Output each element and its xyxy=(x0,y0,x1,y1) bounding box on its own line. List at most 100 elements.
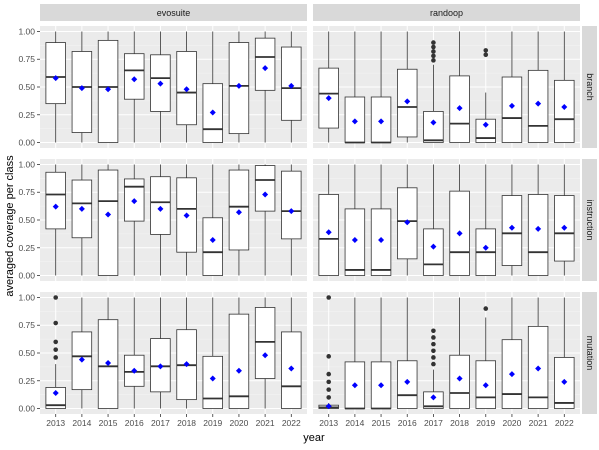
facet-label-randoop: randoop xyxy=(430,8,463,18)
mean-marker xyxy=(262,352,269,359)
box-iqr xyxy=(423,228,444,276)
box-randoop-instruction-2013 xyxy=(318,164,339,276)
y-tick-label: 1.00 xyxy=(18,292,35,302)
mean-marker xyxy=(482,382,489,389)
y-tick-label: 0.25 xyxy=(18,376,35,386)
y-tick-label: 0.25 xyxy=(18,110,35,120)
mean-marker xyxy=(235,367,242,374)
outlier-point xyxy=(431,335,436,340)
box-randoop-branch-2014 xyxy=(344,31,366,144)
y-tick-label: 0.00 xyxy=(18,271,35,281)
y-tick-label: 0.50 xyxy=(18,215,35,225)
box-randoop-branch-2015 xyxy=(370,31,392,144)
box-iqr xyxy=(423,111,444,143)
facet-label-mutation: mutation xyxy=(585,336,595,371)
box-evosuite-mutation-2019 xyxy=(202,297,223,409)
mean-marker xyxy=(404,378,411,385)
y-tick-label: 0.75 xyxy=(18,187,35,197)
outlier-point xyxy=(431,361,436,367)
mean-marker xyxy=(78,356,85,363)
outlier-point xyxy=(326,371,332,377)
x-axis: 2013 2014 2015 2016 2017 2018 2019 2020 2021 2022… xyxy=(46,414,574,428)
outlier-point xyxy=(53,339,59,345)
outlier-point xyxy=(483,48,489,53)
box-iqr xyxy=(281,170,302,240)
box-iqr xyxy=(254,165,276,212)
mean-marker xyxy=(262,65,269,72)
box-randoop-mutation-2013 xyxy=(318,295,339,410)
facet-strip-mutation xyxy=(582,292,597,414)
box-evosuite-branch-2019 xyxy=(202,31,223,143)
y-tick-label: 1.00 xyxy=(18,159,35,169)
outlier-point xyxy=(326,295,332,300)
y-tick-label: 0.25 xyxy=(18,243,35,253)
mean-marker xyxy=(325,229,332,236)
mean-marker xyxy=(157,205,164,212)
box-evosuite-mutation-2015 xyxy=(97,297,119,409)
panel-evosuite-instruction: 0.00 0.25 0.50 0.75 1.00 xyxy=(18,159,307,281)
mean-marker xyxy=(430,119,437,126)
outlier-point xyxy=(431,40,436,45)
outlier-point xyxy=(53,320,59,326)
outlier-point xyxy=(53,347,59,352)
box-evosuite-instruction-2022 xyxy=(281,164,302,276)
outlier-point xyxy=(326,379,332,385)
box-iqr xyxy=(527,194,549,276)
panel-evosuite-branch: 0.00 0.25 0.50 0.75 1.00 xyxy=(18,26,307,148)
outlier-point xyxy=(431,348,436,354)
box-evosuite-instruction-2019 xyxy=(202,164,223,276)
mean-marker xyxy=(78,205,85,212)
mean-marker xyxy=(262,191,269,198)
box-randoop-mutation-2016 xyxy=(397,297,418,409)
box-evosuite-mutation-2018 xyxy=(176,297,197,409)
mean-marker xyxy=(482,121,489,128)
outlier-point xyxy=(326,354,332,359)
box-iqr xyxy=(45,387,66,409)
box-iqr xyxy=(554,79,575,143)
box-evosuite-mutation-2013 xyxy=(45,295,66,409)
box-evosuite-instruction-2015 xyxy=(97,164,119,276)
mean-marker xyxy=(508,371,515,378)
box-randoop-mutation-2015 xyxy=(370,297,392,410)
facet-label-evosuite: evosuite xyxy=(157,8,191,18)
outlier-point xyxy=(431,58,436,63)
mean-marker xyxy=(351,382,358,389)
box-iqr xyxy=(97,169,119,276)
box-randoop-branch-2021 xyxy=(527,31,549,143)
x-tick-label: 2013 xyxy=(319,418,338,428)
mean-marker xyxy=(105,86,112,93)
facet-panels: evosuite randoop branch instruction mutation… xyxy=(18,4,597,414)
box-iqr xyxy=(45,42,66,105)
x-tick-label: 2020 xyxy=(229,418,248,428)
box-evosuite-mutation-2017 xyxy=(150,297,171,409)
x-tick-label: 2017 xyxy=(151,418,170,428)
facet-strip-evosuite xyxy=(40,4,307,21)
box-randoop-mutation-2020 xyxy=(501,297,523,409)
mean-marker xyxy=(508,102,515,109)
box-randoop-instruction-2020 xyxy=(501,164,523,276)
outlier-point xyxy=(431,44,436,50)
box-randoop-instruction-2017 xyxy=(423,164,444,276)
box-evosuite-instruction-2018 xyxy=(176,164,197,276)
mean-marker xyxy=(131,367,138,374)
box-evosuite-instruction-2014 xyxy=(71,164,93,276)
outlier-point xyxy=(53,355,59,360)
box-randoop-mutation-2019 xyxy=(475,306,496,409)
panel-randoop-branch xyxy=(313,26,580,148)
box-iqr xyxy=(228,313,250,409)
mean-marker xyxy=(561,378,568,385)
box-randoop-branch-2022 xyxy=(554,31,575,143)
x-tick-label: 2022 xyxy=(282,418,301,428)
mean-marker xyxy=(404,98,411,105)
facet-label-instruction: instruction xyxy=(585,199,595,240)
box-iqr xyxy=(71,51,93,133)
x-tick-label: 2016 xyxy=(398,418,417,428)
box-evosuite-branch-2022 xyxy=(281,31,302,143)
mean-marker xyxy=(52,75,59,82)
mean-marker xyxy=(183,86,190,93)
box-randoop-mutation-2018 xyxy=(449,297,470,409)
mean-marker xyxy=(105,359,112,366)
mean-marker xyxy=(288,365,295,372)
mean-marker xyxy=(456,105,463,112)
mean-marker xyxy=(430,394,437,401)
